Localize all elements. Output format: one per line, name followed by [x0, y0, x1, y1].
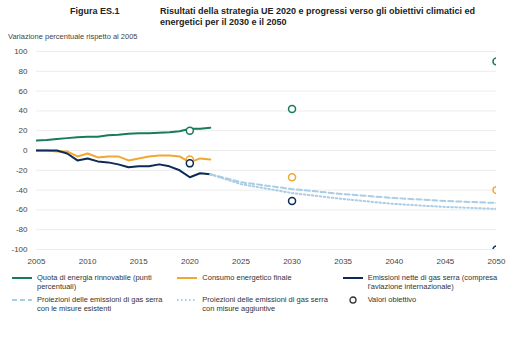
svg-text:0: 0	[23, 146, 28, 155]
svg-text:2035: 2035	[334, 257, 352, 266]
svg-text:2010: 2010	[79, 257, 97, 266]
svg-text:2020: 2020	[181, 257, 199, 266]
svg-text:2050: 2050	[488, 257, 506, 266]
html-text:Figura ES.1: Figura ES.1	[70, 6, 120, 16]
html-text:Consumo energetico finale: Consumo energetico finale	[202, 273, 292, 282]
svg-text:-80: -80	[16, 225, 28, 234]
svg-text:2025: 2025	[232, 257, 250, 266]
svg-text:2045: 2045	[436, 257, 454, 266]
svg-text:-20: -20	[16, 166, 28, 175]
svg-text:100: 100	[14, 47, 28, 56]
html-text:Valori obiettivo: Valori obiettivo	[367, 295, 417, 304]
svg-text:-60: -60	[16, 205, 28, 214]
html-text:Proiezioni delle emissioni di: Proiezioni delle emissioni di gas serra …	[202, 295, 328, 313]
svg-text:-40: -40	[16, 186, 28, 195]
svg-text:2015: 2015	[130, 257, 148, 266]
html-text:Quota di energia rinnovabile (: Quota di energia rinnovabile (punti perc…	[37, 273, 152, 291]
html-text:Risultati della strategia UE 2: Risultati della strategia UE 2020 e prog…	[160, 6, 476, 27]
svg-text:60: 60	[19, 87, 28, 96]
html-text:Variazione percentuale rispett: Variazione percentuale rispetto al 2005	[8, 32, 138, 41]
svg-text:40: 40	[19, 106, 28, 115]
html-text:Proiezioni delle emissioni di: Proiezioni delle emissioni di gas serra …	[37, 295, 163, 313]
svg-text:2040: 2040	[385, 257, 403, 266]
svg-text:2005: 2005	[28, 257, 46, 266]
svg-text:20: 20	[19, 126, 28, 135]
svg-text:-100: -100	[11, 245, 28, 254]
svg-text:2030: 2030	[283, 257, 301, 266]
svg-text:80: 80	[19, 67, 28, 76]
html-text:Emissioni nette di gas serra (: Emissioni nette di gas serra (compresa l…	[367, 273, 498, 291]
